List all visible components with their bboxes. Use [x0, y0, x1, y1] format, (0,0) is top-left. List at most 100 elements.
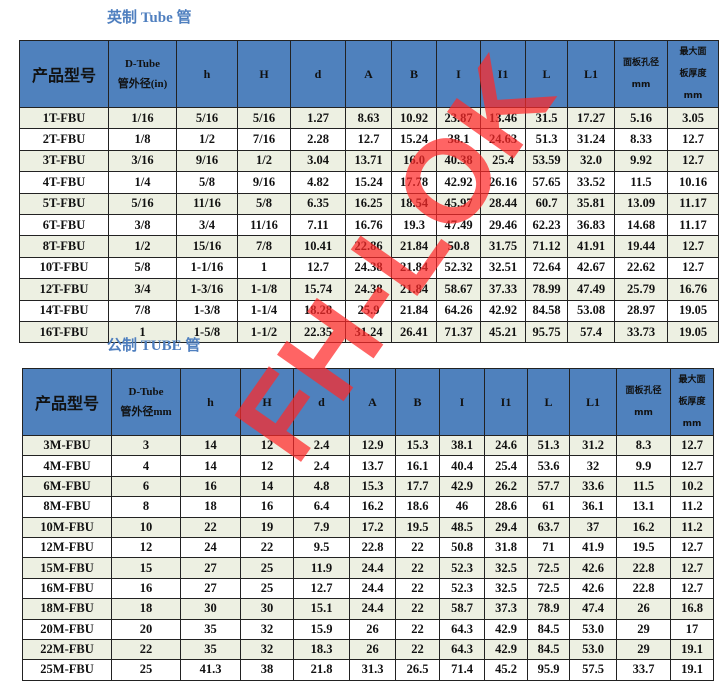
- table-cell: 1-3/8: [176, 299, 238, 322]
- table-cell: 22.8: [349, 536, 396, 559]
- table-cell: 42.67: [567, 256, 615, 280]
- table-cell: 3.05: [667, 106, 719, 130]
- table-cell: 29: [616, 638, 671, 661]
- header-cell: d: [290, 40, 346, 108]
- table-cell: 19: [240, 516, 294, 538]
- table-cell: 15/16: [176, 235, 238, 258]
- header-cell: A: [345, 40, 392, 108]
- table-cell: 12.7: [667, 149, 719, 173]
- table-cell: 8M-FBU: [22, 496, 112, 518]
- table-cell: 16.25: [345, 192, 392, 215]
- table-cell: 21.84: [391, 278, 437, 301]
- table-cell: 57.65: [525, 171, 568, 194]
- table-cell: 18.28: [290, 299, 346, 322]
- table-row: 6T-FBU 3/8 3/4 11/16 7.11 16.76 19.3 47.49 29.46…: [19, 213, 719, 237]
- header-text: B: [409, 66, 418, 81]
- table-cell: 1-3/16: [176, 278, 238, 301]
- table-cell: 33.52: [567, 171, 615, 194]
- table-cell: 12.7: [670, 434, 714, 457]
- table-cell: 30: [240, 598, 294, 620]
- table-cell: 12M-FBU: [22, 536, 112, 559]
- imperial-title: 英制 Tube 管: [107, 10, 192, 26]
- table-cell: 71: [527, 536, 570, 559]
- header-text: I1: [497, 66, 509, 81]
- table-cell: 21.84: [391, 235, 437, 258]
- table-cell: 16.0: [391, 149, 437, 173]
- table-cell: 3/4: [108, 278, 177, 301]
- table-cell: 9/16: [176, 149, 238, 173]
- table-row: 1T-FBU 1/16 5/16 5/16 1.27 8.63 10.92 23.87 13.4…: [19, 106, 719, 130]
- table-cell: 95.75: [525, 320, 568, 344]
- table-cell: 31.8: [484, 536, 528, 559]
- table-cell: 12.7: [290, 256, 346, 280]
- table-cell: 72.64: [525, 256, 568, 280]
- table-cell: 45.97: [436, 192, 481, 215]
- table-cell: 5/16: [108, 192, 177, 215]
- header-text: d: [318, 394, 325, 409]
- table-cell: 10: [111, 516, 181, 538]
- table-cell: 3: [111, 434, 181, 457]
- header-text: 面板孔径: [622, 58, 659, 68]
- table-cell: 60.7: [525, 192, 568, 215]
- table-cell: 5T-FBU: [19, 192, 109, 215]
- table-cell: 64.3: [439, 618, 485, 640]
- header-text: D-Tube: [124, 58, 161, 70]
- header-cell: L: [525, 40, 568, 108]
- table-cell: 14: [180, 455, 241, 477]
- header-text: h: [203, 66, 211, 81]
- table-cell: 64.26: [436, 299, 481, 322]
- table-cell: 6M-FBU: [22, 475, 112, 498]
- table-cell: 3/4: [176, 213, 238, 237]
- table-cell: 14T-FBU: [19, 299, 109, 322]
- table-cell: 53.0: [569, 638, 617, 661]
- table-cell: 16T-FBU: [19, 320, 109, 344]
- table-cell: 11/16: [176, 192, 238, 215]
- table-cell: 21.84: [391, 299, 437, 322]
- table-cell: 7/8: [108, 299, 177, 322]
- header-text: mm: [682, 419, 702, 429]
- table-cell: 17.2: [349, 516, 396, 538]
- table-cell: 11.2: [670, 496, 714, 518]
- table-cell: 1T-FBU: [19, 106, 109, 130]
- table-cell: 84.58: [525, 299, 568, 322]
- table-cell: 12.7: [345, 128, 392, 151]
- table-cell: 53.08: [567, 299, 615, 322]
- table-cell: 13.1: [616, 496, 671, 518]
- table-cell: 16.1: [395, 455, 440, 477]
- table-row: 22M-FBU 22 35 32 18.3 26 22 64.3 42.9 84.5 53.0 29 1…: [22, 638, 714, 661]
- table-cell: 57.4: [567, 320, 615, 344]
- header-text: L1: [583, 66, 598, 81]
- table-cell: 18.54: [391, 192, 437, 215]
- table-cell: 45.2: [484, 659, 528, 681]
- table-cell: 2.28: [290, 128, 346, 151]
- table-row: 16T-FBU 1 1-5/8 1-1/2 22.35 31.24 26.41 71.37 45…: [19, 320, 719, 344]
- table-cell: 35: [180, 618, 241, 640]
- table-cell: 26.16: [480, 171, 526, 194]
- table-row: 12T-FBU 3/4 1-3/16 1-1/8 15.74 24.38 21.84 58.6…: [19, 278, 719, 301]
- header-text: mm: [631, 80, 651, 90]
- table-cell: 1-1/8: [237, 278, 291, 301]
- table-cell: 9/16: [237, 171, 291, 194]
- table-cell: 12.7: [667, 128, 719, 151]
- table-cell: 47.4: [569, 598, 617, 620]
- table-cell: 5/8: [108, 256, 177, 280]
- header-cell: 最大面 板厚度 mm: [670, 368, 714, 436]
- table-cell: 16: [240, 496, 294, 518]
- table-cell: 52.3: [439, 557, 485, 579]
- table-cell: 84.5: [527, 618, 570, 640]
- table-cell: 22: [395, 618, 440, 640]
- table-cell: 5/16: [237, 106, 291, 130]
- header-cell: h: [176, 40, 238, 108]
- table-cell: 19.44: [614, 235, 668, 258]
- table-cell: 32.51: [480, 256, 526, 280]
- table-row: 8M-FBU 8 18 16 6.4 16.2 18.6 46 28.6 61 36.1 13.1 11…: [22, 496, 714, 518]
- table-cell: 19.1: [670, 659, 714, 681]
- table-cell: 26.41: [391, 320, 437, 344]
- header-text: 管外径(in): [117, 78, 168, 90]
- table-cell: 41.9: [569, 536, 617, 559]
- header-text: I1: [500, 394, 512, 409]
- table-cell: 7/16: [237, 128, 291, 151]
- table-cell: 22.8: [616, 577, 671, 600]
